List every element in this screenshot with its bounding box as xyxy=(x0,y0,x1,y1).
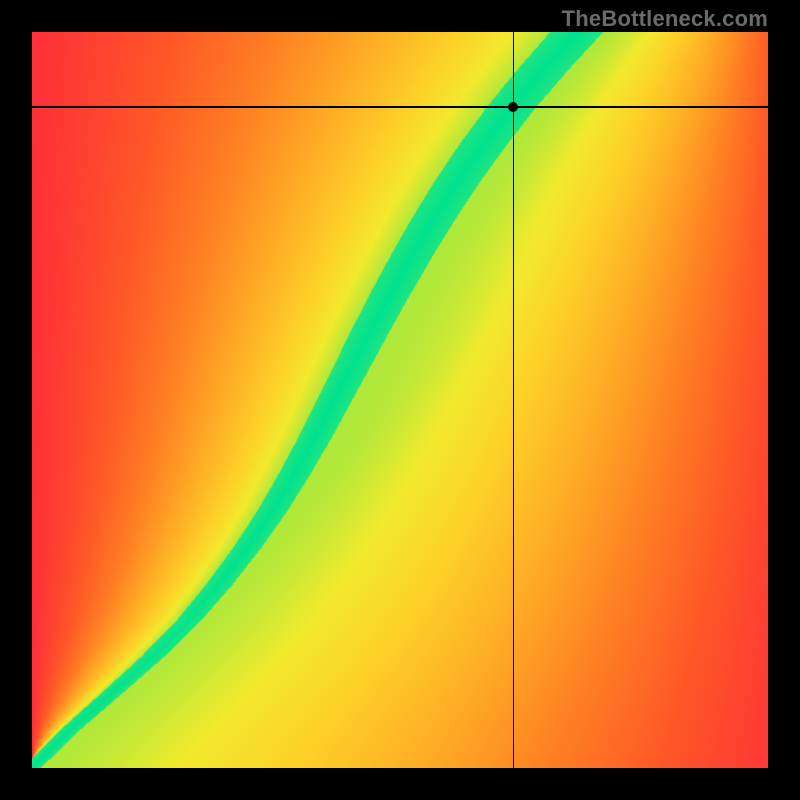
heatmap-canvas xyxy=(32,32,768,768)
marker-dot xyxy=(508,102,518,112)
watermark-text: TheBottleneck.com xyxy=(562,6,768,32)
crosshair-horizontal xyxy=(32,106,768,107)
heatmap-plot xyxy=(32,32,768,768)
crosshair-vertical xyxy=(513,32,514,768)
